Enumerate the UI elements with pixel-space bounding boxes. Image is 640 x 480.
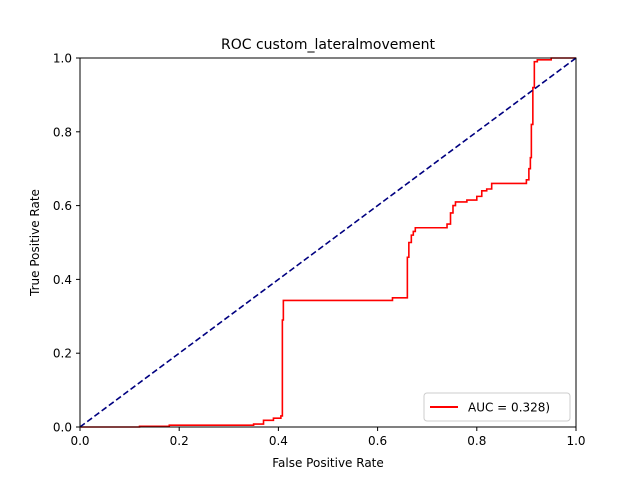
x-axis-label: False Positive Rate — [272, 456, 384, 470]
x-tick-label: 0.8 — [467, 434, 486, 448]
y-tick-label: 1.0 — [53, 52, 72, 66]
x-tick-label: 0.2 — [170, 434, 189, 448]
x-tick-label: 0.4 — [269, 434, 288, 448]
y-axis-label: True Positive Rate — [28, 189, 42, 297]
y-tick-label: 0.0 — [53, 421, 72, 435]
chart-title: ROC custom_lateralmovement — [221, 37, 436, 53]
roc-curve-line — [80, 57, 576, 428]
x-tick-label: 1.0 — [566, 434, 585, 448]
legend-box — [423, 392, 571, 422]
y-axis-ticks: 0.0 0.2 0.4 0.6 0.8 1.0 — [53, 52, 80, 435]
y-tick-label: 0.8 — [53, 125, 72, 139]
x-tick-label: 0.0 — [70, 434, 89, 448]
x-axis-ticks: 0.0 0.2 0.4 0.6 0.8 1.0 — [70, 427, 586, 448]
y-tick-label: 0.2 — [53, 347, 72, 361]
series-layer — [79, 57, 577, 428]
legend-label-roc: AUC = 0.328) — [468, 401, 550, 415]
y-tick-label: 0.4 — [53, 273, 72, 287]
legend: AUC = 0.328) — [423, 392, 571, 422]
chance-diagonal-line — [79, 57, 577, 428]
y-tick-label: 0.6 — [53, 199, 72, 213]
x-tick-label: 0.6 — [368, 434, 387, 448]
plot-frame — [79, 57, 577, 428]
